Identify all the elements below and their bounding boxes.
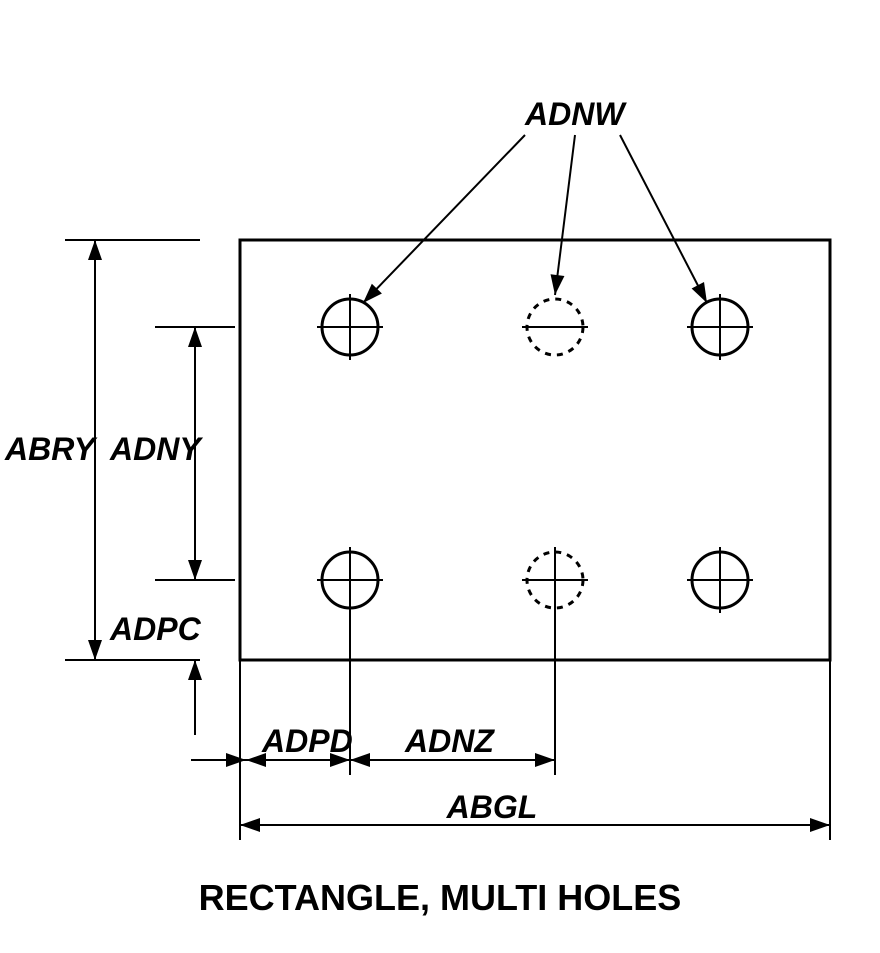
label-abry: ABRY: [4, 431, 98, 467]
label-adnw: ADNW: [524, 96, 627, 132]
figure-title: RECTANGLE, MULTI HOLES: [199, 877, 682, 918]
canvas-bg: [0, 0, 880, 953]
label-abgl: ABGL: [446, 789, 538, 825]
label-adpd: ADPD: [261, 723, 353, 759]
label-adny: ADNY: [109, 431, 203, 467]
label-adnz: ADNZ: [404, 723, 495, 759]
label-adpc: ADPC: [109, 611, 202, 647]
